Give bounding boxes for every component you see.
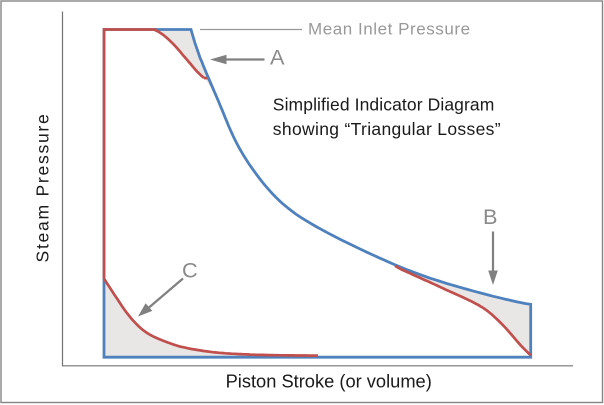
svg-text:Steam Pressure: Steam Pressure xyxy=(33,113,53,263)
svg-text:Piston Stroke (or volume): Piston Stroke (or volume) xyxy=(226,371,432,392)
svg-text:C: C xyxy=(182,257,198,282)
svg-text:showing “Triangular Losses”: showing “Triangular Losses” xyxy=(273,119,501,139)
svg-text:Simplified Indicator Diagram: Simplified Indicator Diagram xyxy=(273,95,495,115)
svg-text:Mean Inlet Pressure: Mean Inlet Pressure xyxy=(308,20,471,39)
svg-text:A: A xyxy=(270,44,285,69)
svg-text:B: B xyxy=(483,204,497,229)
